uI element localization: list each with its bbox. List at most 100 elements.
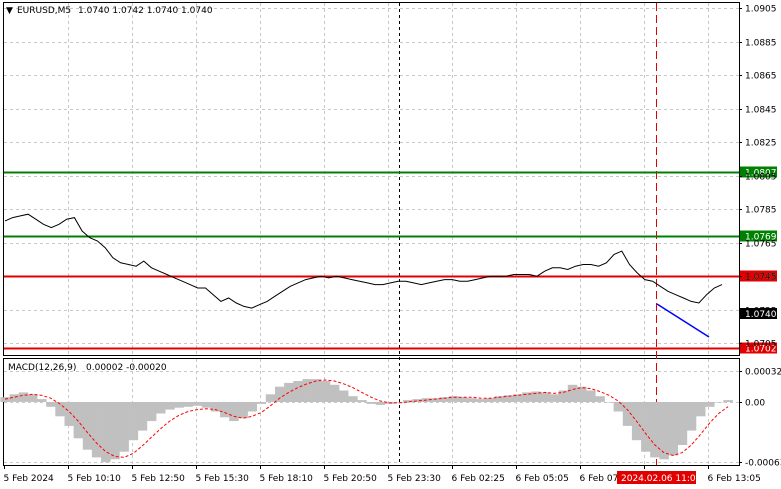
macd-bar [540, 392, 550, 402]
macd-bar [723, 400, 733, 402]
macd-bar [101, 402, 111, 463]
price-tick-label: 1.0745 [745, 273, 777, 283]
price-axis[interactable]: 1.0905 1.0885 1.0865 1.0845 1.0825 1.0805 1.07… [739, 5, 777, 350]
macd-bar [549, 394, 559, 402]
time-tick-label: 6 Feb 13:05 [708, 474, 761, 484]
time-tick-label: 5 Feb 2024 [4, 474, 55, 484]
macd-bar [110, 402, 120, 460]
price-tick-label: 1.0805 [745, 173, 777, 183]
macd-bar [320, 381, 331, 402]
macd-bar [311, 379, 322, 402]
price-tick-label: 1.0765 [745, 240, 777, 250]
level-marker [740, 342, 777, 354]
macd-bar [439, 397, 450, 402]
macd-bar [696, 402, 706, 417]
macd-bar [476, 399, 486, 402]
macd-bar [37, 399, 47, 402]
macd-bar [348, 396, 358, 402]
macd-bar [156, 402, 166, 414]
cursor-time-label: 2024.02.06 11:00 [621, 474, 702, 484]
macd-bar [183, 402, 193, 407]
macd-bar [375, 402, 386, 405]
macd-bar [339, 390, 349, 402]
macd-bar [265, 394, 276, 402]
macd-bar [641, 402, 651, 452]
level-marker [740, 230, 777, 242]
macd-bar [522, 392, 532, 402]
price-levels[interactable]: 1.0807 1.0769 1.0745 1.0702 [4, 166, 777, 355]
macd-bar [567, 384, 578, 402]
macd-bar [577, 386, 587, 402]
macd-bar [119, 402, 129, 452]
macd-bar [46, 402, 56, 407]
price-tick-label: 1.0705 [745, 340, 777, 350]
macd-axis[interactable]: 0.00032 0.00 -0.00063 [739, 368, 781, 469]
macd-bar [329, 384, 340, 402]
macd-bar [64, 402, 74, 426]
macd-bar [430, 398, 441, 402]
macd-bar [403, 400, 413, 402]
level-label: 1.0769 [745, 233, 777, 243]
macd-bar [18, 392, 29, 402]
macd-signal-line [4, 379, 729, 458]
current-price-marker [740, 308, 777, 319]
macd-bar [357, 400, 367, 402]
menu-triangle-icon[interactable]: ▼ [6, 6, 13, 16]
time-axis[interactable]: 5 Feb 2024 5 Feb 10:10 5 Feb 12:50 5 Feb 15… [4, 465, 761, 484]
symbol-label: EURUSD,M5 [17, 6, 71, 16]
macd-bar [128, 402, 139, 441]
macd-bar [613, 402, 624, 412]
macd-bar [220, 402, 230, 418]
macd-bar [229, 402, 239, 422]
macd-bar [494, 396, 505, 402]
macd-bar [458, 397, 468, 402]
time-tick-label: 5 Feb 10:10 [68, 474, 122, 484]
time-tick-label: 5 Feb 23:30 [388, 474, 442, 484]
macd-bar [165, 402, 175, 410]
macd-bar [448, 396, 459, 402]
time-tick-label: 6 Feb 07:45 [580, 474, 633, 484]
macd-tick-label: -0.00063 [745, 459, 781, 469]
current-price-label: 1.0740 [745, 310, 777, 320]
time-tick-label: 6 Feb 02:25 [452, 474, 505, 484]
level-label: 1.0702 [745, 345, 777, 355]
macd-bar [82, 402, 93, 450]
macd-bar [9, 394, 20, 402]
macd-bar [604, 402, 614, 403]
macd-bar [192, 402, 203, 406]
macd-bar [247, 402, 257, 412]
main-chart-frame [3, 2, 740, 356]
macd-bar [238, 402, 248, 419]
macd-bar [558, 390, 569, 402]
macd-bar [201, 402, 212, 408]
time-tick-label: 5 Feb 20:50 [324, 474, 378, 484]
macd-bar [467, 398, 477, 402]
ohlc-values: 1.0740 1.0742 1.0740 1.0740 [78, 6, 213, 16]
macd-bar [55, 402, 65, 417]
macd-bar [531, 391, 541, 402]
macd-bar [512, 394, 523, 402]
trend-line[interactable] [656, 303, 710, 338]
macd-bar [677, 402, 688, 445]
price-tick-label: 1.0845 [745, 106, 777, 116]
macd-bar [146, 402, 157, 422]
level-label: 1.0807 [745, 169, 777, 179]
macd-bar [394, 402, 404, 403]
level-label: 1.0745 [745, 273, 777, 283]
macd-bar [668, 402, 678, 456]
time-tick-label: 5 Feb 18:10 [260, 474, 314, 484]
macd-bar [705, 402, 715, 407]
level-marker [740, 270, 777, 282]
price-tick-label: 1.0865 [745, 72, 777, 82]
macd-bar [686, 402, 697, 431]
macd-bar [73, 402, 84, 439]
level-marker [740, 166, 777, 178]
macd-bar [27, 394, 38, 402]
macd-bar [0, 397, 10, 402]
macd-bar [137, 402, 148, 431]
macd-values: 0.00002 -0.00020 [86, 363, 167, 373]
macd-bar [293, 381, 303, 402]
time-tick-label: 5 Feb 15:30 [196, 474, 250, 484]
macd-bar [174, 402, 184, 408]
